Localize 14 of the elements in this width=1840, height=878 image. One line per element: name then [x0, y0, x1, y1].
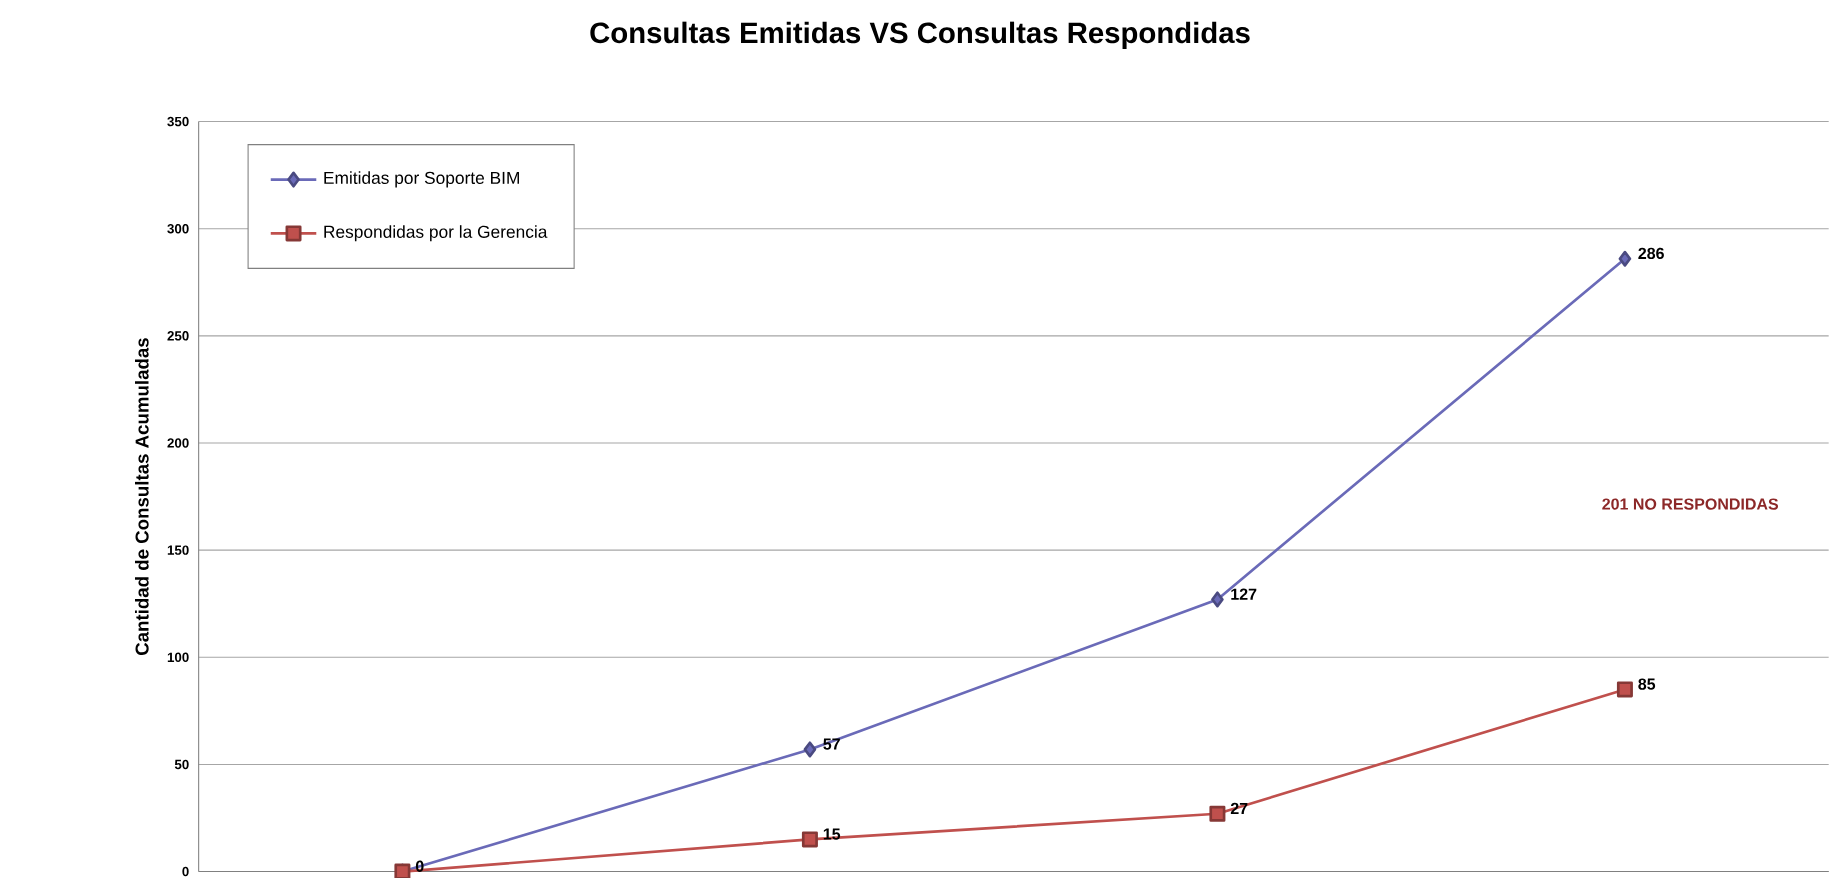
legend-label: Emitidas por Soporte BIM	[324, 171, 519, 188]
data-label: 85	[1638, 678, 1656, 690]
data-label: 286	[1638, 247, 1664, 260]
annotation: 201 NO RESPONDIDAS	[1602, 498, 1779, 510]
y-axis-title: Cantidad de Consultas Acumuladas	[134, 338, 149, 656]
point	[1209, 805, 1226, 822]
chart-title: Consultas Emitidas VS Consultas Respondidas	[590, 21, 1250, 49]
legend-label: Respondidas por la Gerencia	[324, 225, 548, 242]
point	[1618, 250, 1632, 267]
data-label: 127	[1231, 588, 1257, 600]
point	[801, 831, 818, 848]
point	[1616, 681, 1633, 698]
point	[1211, 591, 1224, 608]
point	[803, 741, 817, 758]
